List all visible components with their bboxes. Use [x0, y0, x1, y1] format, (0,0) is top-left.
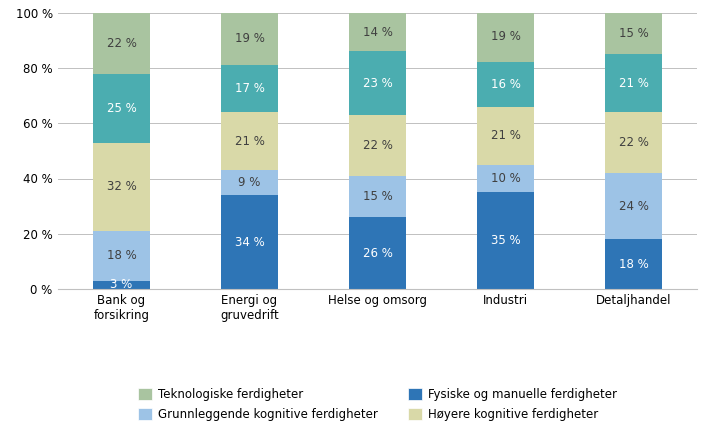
Bar — [605, 54, 662, 112]
Text: 17 %: 17 % — [234, 82, 265, 95]
Bar — [349, 13, 406, 51]
Bar — [93, 74, 150, 143]
Bar — [477, 165, 534, 192]
Bar — [93, 143, 150, 231]
Bar — [221, 195, 278, 289]
Text: 25 %: 25 % — [106, 102, 137, 115]
Bar — [93, 280, 150, 289]
Bar — [477, 192, 534, 289]
Bar — [349, 217, 406, 289]
Text: 16 %: 16 % — [490, 78, 521, 91]
Text: 26 %: 26 % — [362, 246, 393, 260]
Bar — [605, 112, 662, 173]
Bar — [221, 13, 278, 65]
Text: 24 %: 24 % — [618, 200, 649, 212]
Bar — [349, 115, 406, 176]
Bar — [93, 231, 150, 280]
Text: 22 %: 22 % — [106, 37, 137, 50]
Text: 10 %: 10 % — [490, 172, 521, 185]
Bar — [221, 65, 278, 112]
Text: 19 %: 19 % — [490, 30, 521, 43]
Text: 18 %: 18 % — [618, 258, 649, 271]
Text: 14 %: 14 % — [362, 26, 393, 39]
Bar — [349, 176, 406, 217]
Text: 15 %: 15 % — [362, 190, 393, 203]
Text: 32 %: 32 % — [106, 180, 137, 193]
Bar — [605, 239, 662, 289]
Bar — [605, 13, 662, 54]
Bar — [93, 13, 150, 74]
Legend: Teknologiske ferdigheter, Grunnleggende kognitive ferdigheter, Sosiale og emosjo: Teknologiske ferdigheter, Grunnleggende … — [134, 383, 621, 425]
Text: 9 %: 9 % — [238, 176, 261, 189]
Text: 15 %: 15 % — [618, 27, 649, 40]
Text: 21 %: 21 % — [234, 135, 265, 148]
Bar — [477, 107, 534, 164]
Text: 23 %: 23 % — [362, 76, 393, 90]
Text: 21 %: 21 % — [490, 129, 521, 142]
Text: 34 %: 34 % — [234, 235, 265, 249]
Bar — [221, 112, 278, 170]
Bar — [349, 51, 406, 115]
Bar — [605, 173, 662, 239]
Bar — [221, 170, 278, 195]
Text: 3 %: 3 % — [111, 278, 132, 292]
Text: 22 %: 22 % — [618, 136, 649, 149]
Text: 18 %: 18 % — [106, 249, 137, 262]
Bar — [477, 62, 534, 107]
Text: 35 %: 35 % — [490, 234, 521, 247]
Text: 22 %: 22 % — [362, 139, 393, 152]
Bar — [477, 10, 534, 62]
Text: 19 %: 19 % — [234, 32, 265, 45]
Text: 21 %: 21 % — [618, 76, 649, 90]
